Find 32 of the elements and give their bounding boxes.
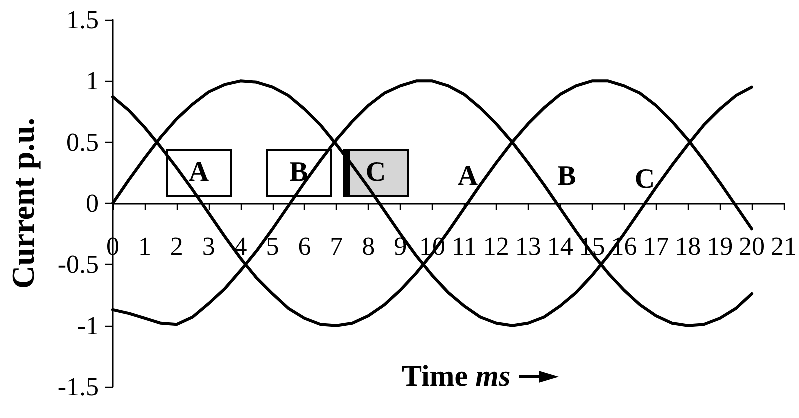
x-tick-label: 5 xyxy=(266,232,280,261)
x-tick-label: 3 xyxy=(202,232,216,261)
x-tick-label: 7 xyxy=(330,232,344,261)
x-tick-label: 20 xyxy=(739,232,766,261)
x-tick-label: 21 xyxy=(771,232,797,261)
x-tick-label: 6 xyxy=(298,232,312,261)
x-tick-label: 19 xyxy=(707,232,734,261)
x-tick-label: 17 xyxy=(643,232,670,261)
x-tick-label: 18 xyxy=(675,232,702,261)
y-tick-label: 0.5 xyxy=(66,128,99,157)
x-tick-label: 14 xyxy=(547,232,574,261)
annotation: B xyxy=(290,157,308,188)
x-tick-label: 13 xyxy=(515,232,542,261)
y-tick-label: 1 xyxy=(86,66,99,96)
annotation: B xyxy=(558,161,576,192)
x-tick-label: 4 xyxy=(234,232,248,261)
x-axis-title: Time ms xyxy=(402,360,511,393)
x-tick-label: 8 xyxy=(362,232,376,261)
x-tick-label: 12 xyxy=(483,232,510,261)
y-tick-label: -1 xyxy=(77,311,99,340)
y-tick-label: -1.5 xyxy=(58,372,99,402)
annotation: A xyxy=(188,157,210,188)
x-tick-label: 2 xyxy=(170,232,184,261)
y-tick-label: -0.5 xyxy=(58,250,99,280)
x-tick-label: 1 xyxy=(138,232,152,261)
annotation: C xyxy=(366,157,386,188)
annotation: A xyxy=(458,161,478,192)
x-tick-label: 11 xyxy=(452,232,477,261)
y-tick-label: 0 xyxy=(86,189,99,218)
y-tick-label: 1.5 xyxy=(66,6,99,34)
annotation: C xyxy=(634,164,656,195)
y-axis-title: Current p.u. xyxy=(5,118,41,289)
